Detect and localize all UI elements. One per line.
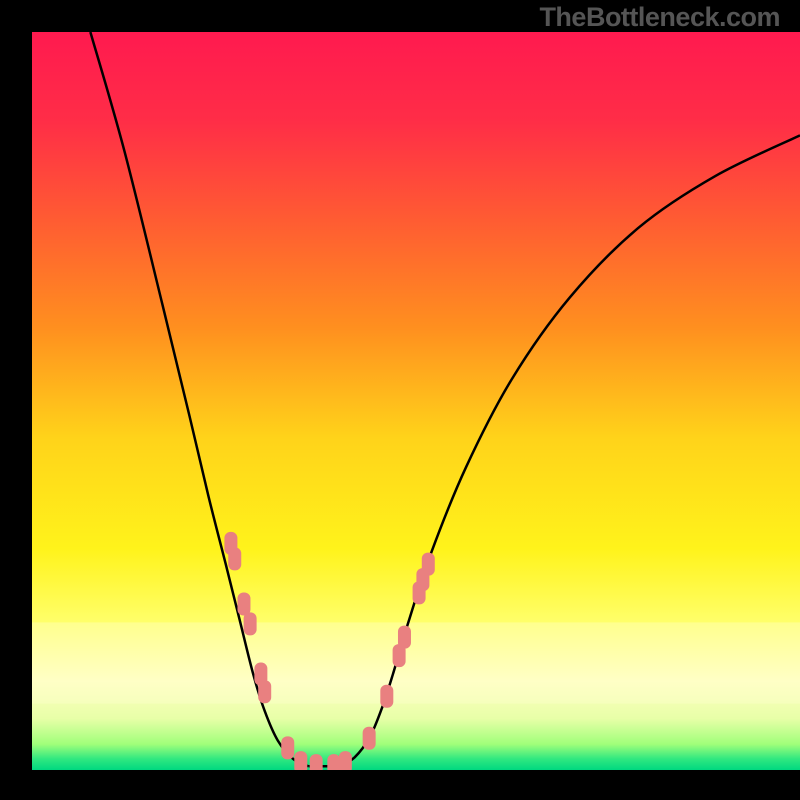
- data-marker: [380, 685, 393, 708]
- chart-plot-area: [32, 32, 800, 770]
- bottleneck-curve: [32, 32, 800, 770]
- data-marker: [339, 751, 352, 770]
- data-marker: [228, 547, 241, 570]
- data-marker: [327, 754, 340, 770]
- data-marker: [294, 751, 307, 770]
- data-marker: [398, 626, 411, 649]
- data-marker: [281, 736, 294, 759]
- data-marker: [363, 727, 376, 750]
- pale-band: [32, 622, 800, 703]
- watermark-text: TheBottleneck.com: [539, 2, 780, 33]
- data-marker: [237, 592, 250, 615]
- data-marker: [310, 754, 323, 770]
- data-marker: [244, 612, 257, 635]
- frame-bottom: [0, 770, 800, 800]
- data-marker: [422, 553, 435, 576]
- data-marker: [258, 680, 271, 703]
- frame-left: [0, 0, 32, 800]
